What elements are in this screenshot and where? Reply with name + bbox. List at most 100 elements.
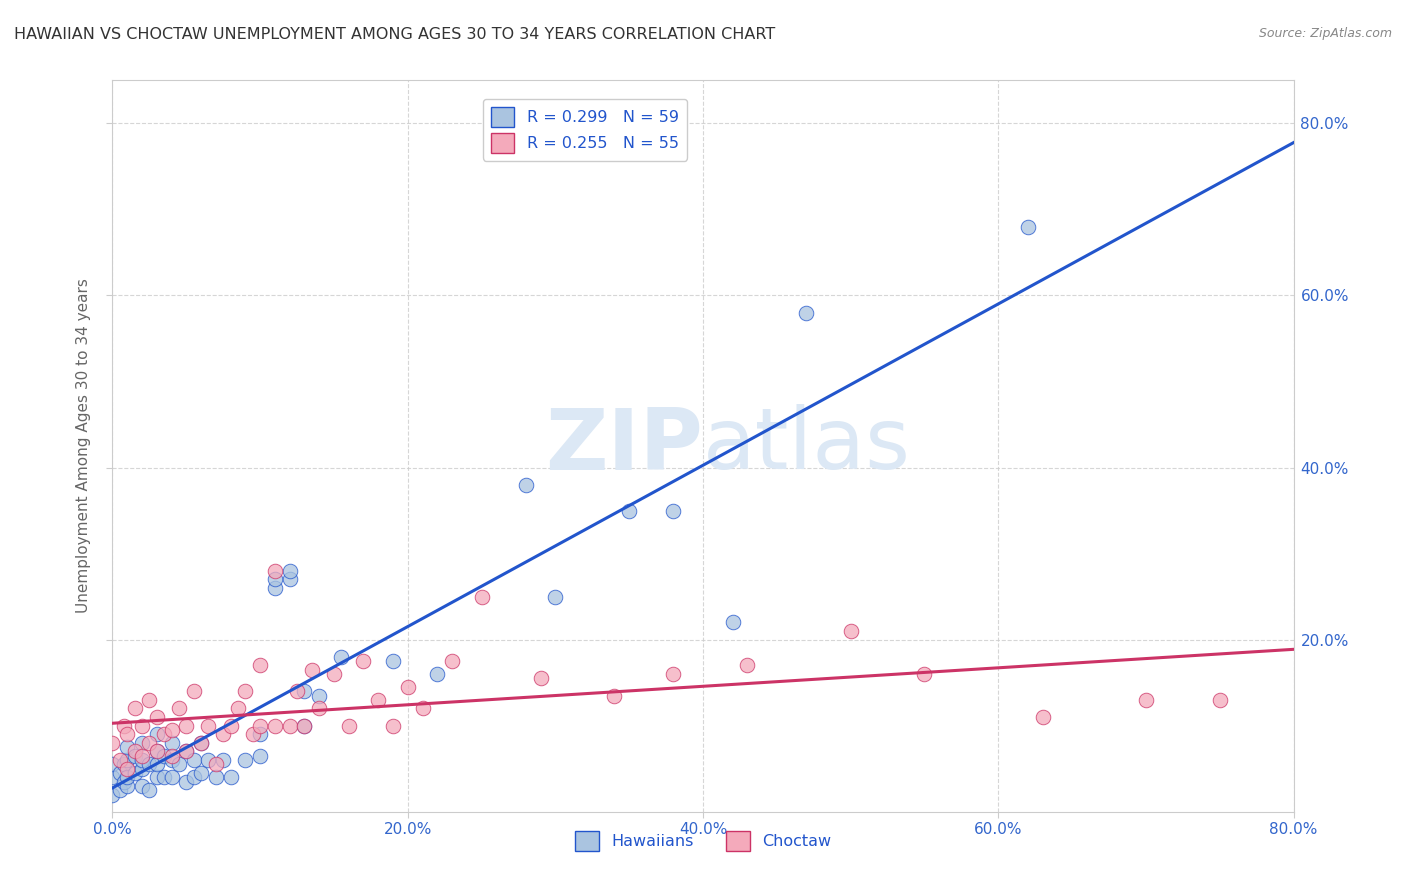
Point [249,748,271,763]
Point [529,671,551,685]
Point [146,744,169,758]
Point [426,667,449,681]
Point [101,757,124,772]
Point [108,783,131,797]
Point [544,590,567,604]
Point [619,503,641,517]
Point [323,667,346,681]
Point [301,663,323,677]
Point [205,757,228,772]
Point [233,684,256,698]
Point [308,689,330,703]
Point [146,744,169,758]
Point [146,727,169,741]
Point [124,766,146,780]
Point [515,477,537,491]
Point [131,762,153,776]
Point [352,654,374,668]
Point [167,701,190,715]
Point [337,719,360,733]
Point [167,757,190,772]
Point [914,667,936,681]
Point [839,624,862,638]
Point [190,736,212,750]
Point [101,736,124,750]
Point [160,723,183,737]
Point [233,753,256,767]
Point [153,727,176,741]
Point [174,744,197,758]
Point [603,689,626,703]
Point [242,727,264,741]
Point [264,564,287,578]
Point [1032,710,1054,724]
Point [285,684,308,698]
Point [101,770,124,784]
Point [131,748,153,763]
Point [160,736,183,750]
Point [112,774,135,789]
Point [278,564,301,578]
Point [212,753,235,767]
Point [278,573,301,587]
Point [396,680,419,694]
Point [124,748,146,763]
Text: HAWAIIAN VS CHOCTAW UNEMPLOYMENT AMONG AGES 30 TO 34 YEARS CORRELATION CHART: HAWAIIAN VS CHOCTAW UNEMPLOYMENT AMONG A… [14,27,775,42]
Point [160,753,183,767]
Point [308,701,330,715]
Point [212,727,235,741]
Point [138,736,160,750]
Point [190,736,212,750]
Text: atlas: atlas [703,404,911,488]
Point [183,770,205,784]
Legend: Hawaiians, Choctaw: Hawaiians, Choctaw [567,823,839,859]
Point [131,779,153,793]
Point [174,744,197,758]
Point [470,590,494,604]
Point [108,753,131,767]
Point [367,693,389,707]
Point [1135,693,1157,707]
Point [183,684,205,698]
Point [330,649,353,664]
Point [131,736,153,750]
Point [721,615,744,630]
Point [153,748,176,763]
Point [117,762,138,776]
Point [138,783,160,797]
Point [292,719,315,733]
Point [226,701,249,715]
Point [117,740,138,755]
Point [146,770,169,784]
Point [382,654,405,668]
Point [197,753,219,767]
Point [117,770,138,784]
Point [796,305,818,319]
Point [219,770,242,784]
Point [101,788,124,802]
Point [249,719,271,733]
Point [249,727,271,741]
Point [124,744,146,758]
Point [174,719,197,733]
Point [160,770,183,784]
Point [441,654,464,668]
Point [138,757,160,772]
Point [264,573,287,587]
Point [117,727,138,741]
Point [292,719,315,733]
Point [411,701,433,715]
Point [108,766,131,780]
Point [124,701,146,715]
Point [160,748,183,763]
Point [292,684,315,698]
Point [153,770,176,784]
Point [131,753,153,767]
Point [249,658,271,673]
Point [117,779,138,793]
Point [264,581,287,595]
Point [278,719,301,733]
Point [1208,693,1232,707]
Point [219,719,242,733]
Point [1017,219,1039,234]
